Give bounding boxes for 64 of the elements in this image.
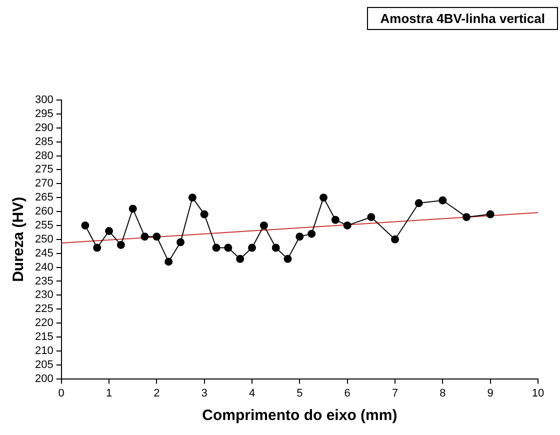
point <box>391 235 400 244</box>
x-tick-label: 9 <box>487 387 494 400</box>
point <box>188 194 196 202</box>
y-tick-label: 285 <box>34 136 54 148</box>
x-axis-title: Comprimento do eixo (mm) <box>202 407 398 424</box>
point <box>343 221 352 230</box>
point <box>320 194 328 202</box>
x-tick-label: 6 <box>344 387 350 400</box>
point <box>164 258 173 266</box>
y-tick-label: 250 <box>34 233 54 246</box>
point <box>152 232 161 241</box>
y-tick-label: 260 <box>34 206 54 218</box>
point <box>212 244 220 252</box>
point <box>462 213 471 222</box>
y-tick-label: 205 <box>34 358 54 371</box>
point <box>284 254 292 263</box>
point <box>236 254 244 263</box>
y-tick-label: 230 <box>34 289 54 302</box>
point <box>176 238 185 246</box>
y-tick-label: 270 <box>34 178 54 190</box>
point <box>308 230 316 238</box>
y-axis-title: Dureza (HV) <box>10 196 28 282</box>
point <box>367 213 376 222</box>
y-tick-label: 215 <box>34 331 54 344</box>
y-tick-label: 295 <box>34 108 54 120</box>
point <box>116 240 125 249</box>
point <box>248 244 256 252</box>
point <box>93 244 102 252</box>
point <box>331 216 340 224</box>
y-tick-label: 240 <box>34 261 54 274</box>
x-tick-label: 5 <box>296 387 303 400</box>
x-tick-label: 2 <box>154 387 160 400</box>
y-tick-label: 265 <box>34 192 54 204</box>
x-tick-label: 1 <box>106 387 112 400</box>
x-tick-label: 8 <box>440 387 446 400</box>
y-tick-label: 280 <box>34 150 54 162</box>
point <box>81 221 90 230</box>
y-tick-label: 225 <box>34 303 54 316</box>
y-tick-label: 275 <box>34 164 54 176</box>
point <box>414 199 423 208</box>
point <box>105 227 114 236</box>
point <box>200 210 208 218</box>
x-tick-label: 4 <box>248 387 256 400</box>
point <box>296 232 304 241</box>
point <box>224 244 232 252</box>
point <box>260 221 268 230</box>
x-tick-label: 3 <box>201 387 208 400</box>
y-tick-label: 220 <box>34 317 54 330</box>
y-tick-label: 200 <box>34 372 54 385</box>
point <box>272 244 280 252</box>
x-tick-label: 7 <box>392 387 398 400</box>
point <box>438 196 447 204</box>
x-tick-label: 10 <box>532 387 544 400</box>
chart-title: Amostra 4BV-linha vertical <box>367 7 558 30</box>
y-tick-label: 300 <box>34 94 54 106</box>
y-tick-label: 245 <box>34 247 54 260</box>
y-tick-label: 210 <box>34 344 54 357</box>
y-tick-label: 290 <box>34 122 54 134</box>
y-tick-label: 235 <box>34 275 54 288</box>
x-tick-label: 0 <box>58 387 64 400</box>
point <box>140 232 149 241</box>
y-tick-label: 255 <box>34 219 54 232</box>
point <box>486 210 494 218</box>
point <box>128 204 137 213</box>
